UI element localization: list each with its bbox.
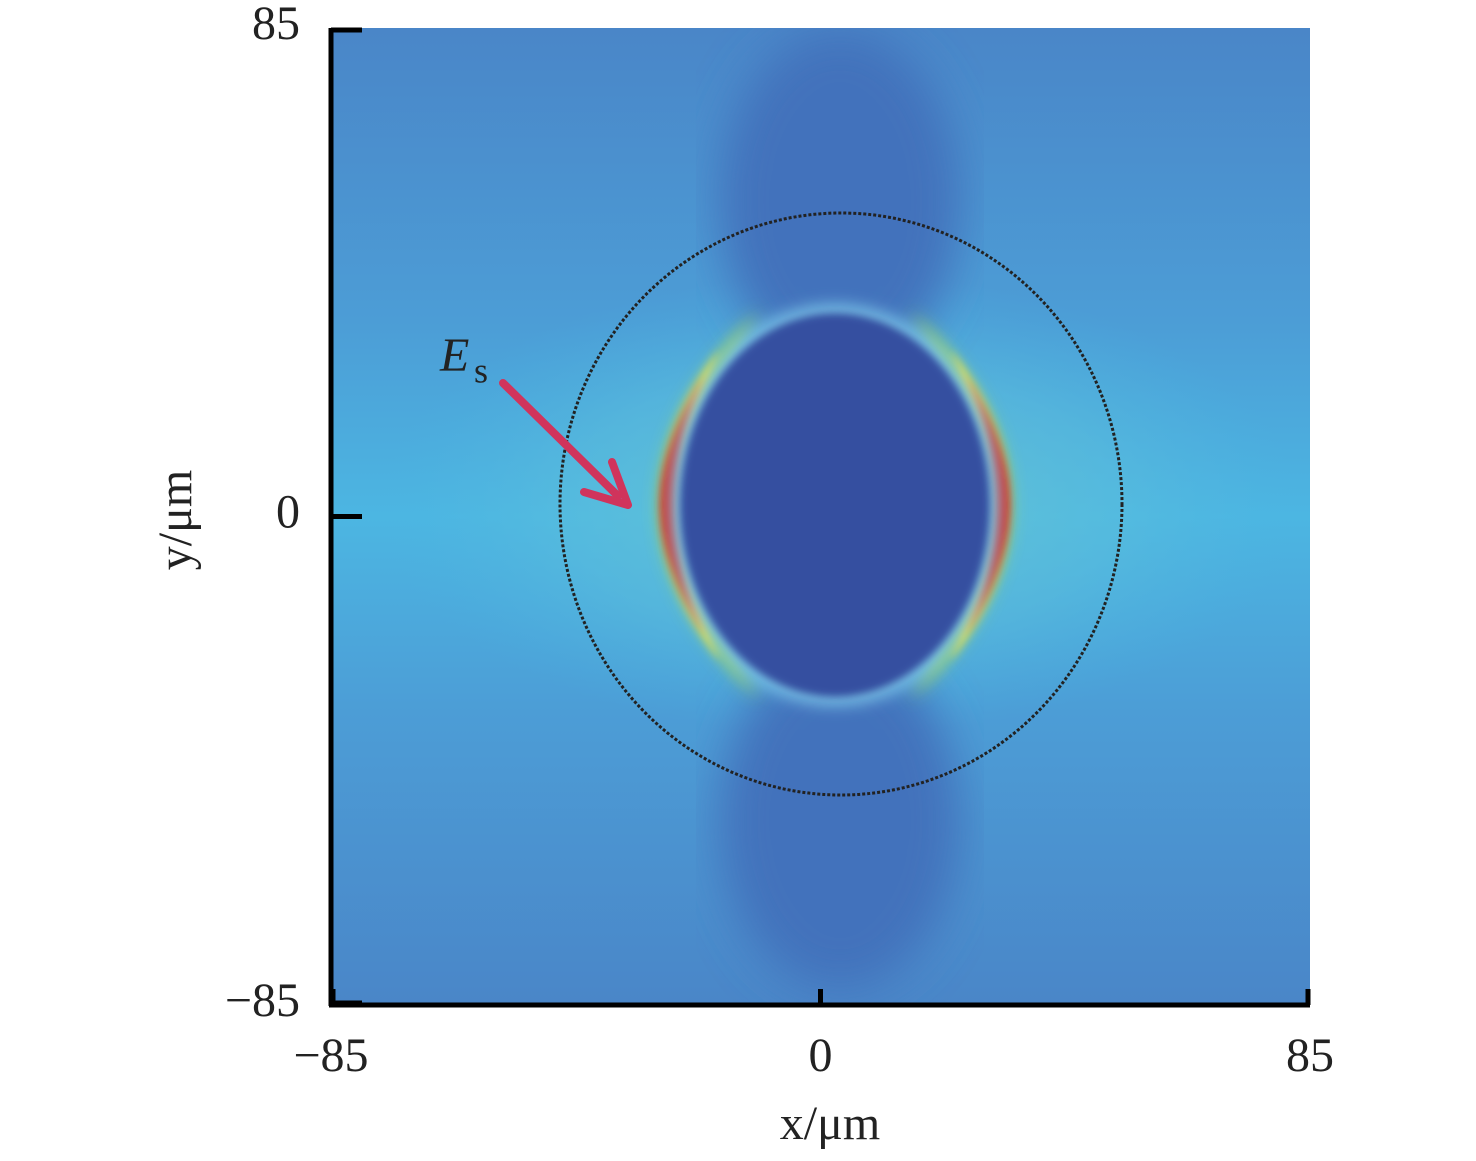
arrow-head bbox=[580, 458, 632, 509]
annotation-subscript: s bbox=[474, 350, 488, 390]
field-map bbox=[331, 28, 1310, 1005]
arrow bbox=[499, 379, 632, 509]
y-tick-label: −85 bbox=[225, 974, 300, 1027]
axes bbox=[328, 27, 1311, 1008]
annotation: E bbox=[439, 329, 469, 382]
arrow-shaft bbox=[499, 379, 622, 500]
x-tick-label: 0 bbox=[809, 1029, 833, 1082]
y-axis-label: y/μm bbox=[149, 470, 202, 570]
x-tick-label: −85 bbox=[293, 1029, 368, 1082]
x-tick-label: 85 bbox=[1286, 1029, 1334, 1082]
y-tick-label: 85 bbox=[252, 0, 300, 50]
x-axis-label: x/μm bbox=[780, 1097, 880, 1150]
y-tick-label: 0 bbox=[276, 486, 300, 539]
